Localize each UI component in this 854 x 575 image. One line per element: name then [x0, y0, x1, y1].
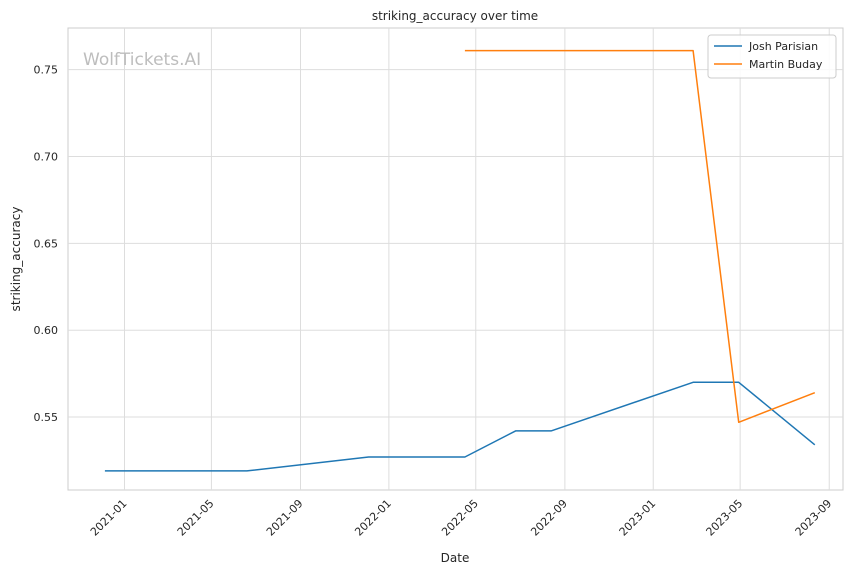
x-axis-ticks: 2021-01 2021-05 2021-09 2022-01 2022-05 2022-…: [88, 497, 834, 539]
x-axis-title: Date: [441, 551, 470, 565]
x-tick-label: 2022-05: [439, 497, 481, 539]
y-axis-ticks: 0.55 0.60 0.65 0.70 0.75: [34, 64, 59, 424]
y-tick-label: 0.70: [34, 151, 59, 164]
x-tick-label: 2021-05: [175, 497, 217, 539]
y-axis-title: striking_accuracy: [9, 207, 23, 312]
y-tick-label: 0.55: [34, 411, 59, 424]
x-tick-label: 2021-09: [264, 497, 306, 539]
series-layer: [104, 49, 816, 472]
plot-area: [67, 27, 844, 491]
y-tick-label: 0.75: [34, 64, 59, 77]
series-line-martin-buday: [464, 49, 816, 424]
watermark: WolfTickets.AI: [83, 50, 201, 70]
legend: Josh Parisian Martin Buday: [707, 34, 837, 79]
y-tick-label: 0.60: [34, 324, 59, 337]
x-tick-label: 2022-09: [528, 497, 570, 539]
series-line-josh-parisian: [104, 381, 816, 472]
chart-title: striking_accuracy over time: [372, 9, 538, 23]
legend-label-josh-parisian: Josh Parisian: [748, 40, 818, 53]
y-tick-label: 0.65: [34, 237, 59, 250]
legend-label-martin-buday: Martin Buday: [749, 58, 823, 71]
x-tick-label: 2022-01: [352, 497, 394, 539]
x-tick-label: 2023-05: [704, 497, 746, 539]
x-tick-label: 2023-01: [617, 497, 659, 539]
x-tick-label: 2023-09: [793, 497, 835, 539]
x-tick-label: 2021-01: [88, 497, 130, 539]
